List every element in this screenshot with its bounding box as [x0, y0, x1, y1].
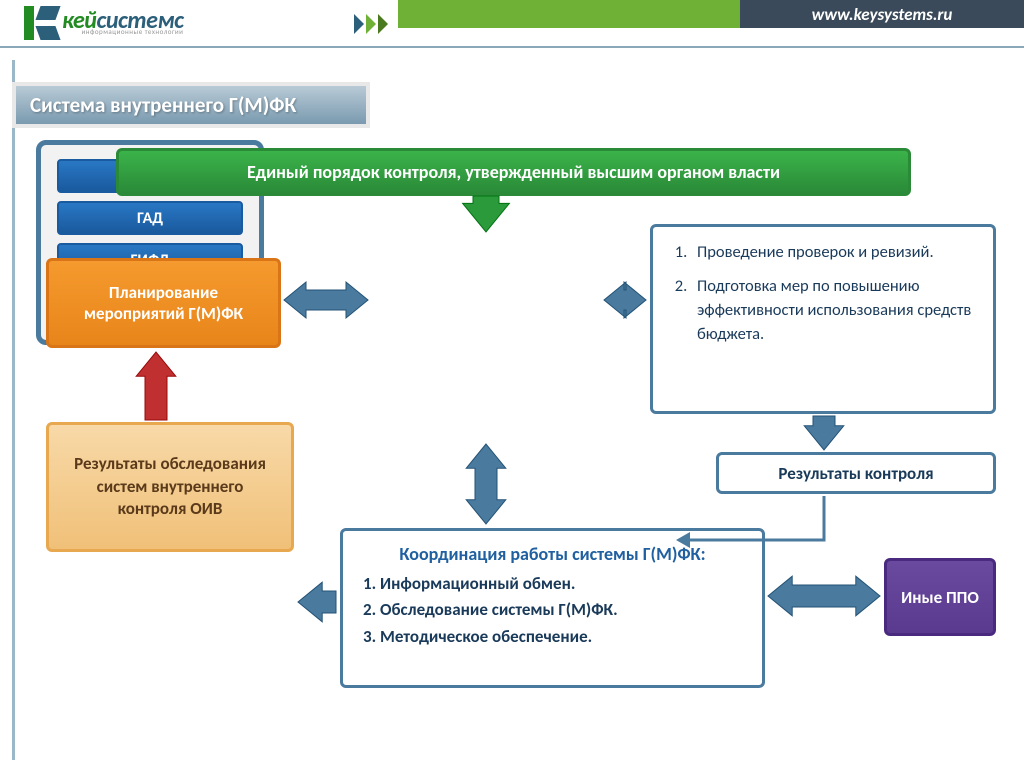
coordination-item-3: 3. Методическое обеспечение.	[363, 624, 742, 650]
central-item-gad: ГАД	[57, 201, 243, 235]
banner-box: Единый порядок контроля, утвержденный вы…	[116, 148, 911, 196]
coordination-item-1: 1. Информационный обмен.	[363, 571, 742, 597]
checks-item-2: Подготовка мер по повышению эффективност…	[691, 275, 983, 347]
header-url: www.keysystems.ru	[740, 0, 1024, 28]
coordination-title: Координация работы системы Г(М)ФК:	[363, 543, 742, 565]
coordination-box: Координация работы системы Г(М)ФК: 1. Ин…	[340, 528, 765, 688]
results-control-box: Результаты контроля	[716, 452, 996, 494]
other-ppo-box: Иные ППО	[884, 558, 996, 636]
nav-arrows-icon	[354, 14, 388, 34]
logo-icon	[24, 6, 58, 40]
coordination-item-2: 2. Обследование системы Г(М)ФК.	[363, 597, 742, 623]
header-bar: www.keysystems.ru кейсистемс информацион…	[0, 0, 1024, 48]
checks-item-1: Проведение проверок и ревизий.	[691, 241, 983, 265]
checks-box: Проведение проверок и ревизий. Подготовк…	[650, 224, 996, 414]
logo-subtext: информационные технологии	[81, 27, 183, 36]
planning-box: Планирование мероприятий Г(М)ФК	[46, 258, 281, 348]
page-title: Система внутреннего Г(М)ФК	[16, 86, 366, 124]
header-green-strip	[398, 0, 740, 28]
left-marker	[12, 60, 15, 760]
logo: кейсистемс информационные технологии	[24, 6, 183, 40]
diagram-area: Единый порядок контроля, утвержденный вы…	[36, 140, 1006, 760]
results-exam-box: Результаты обследования систем внутренне…	[46, 422, 294, 552]
header-underline	[0, 46, 1024, 48]
